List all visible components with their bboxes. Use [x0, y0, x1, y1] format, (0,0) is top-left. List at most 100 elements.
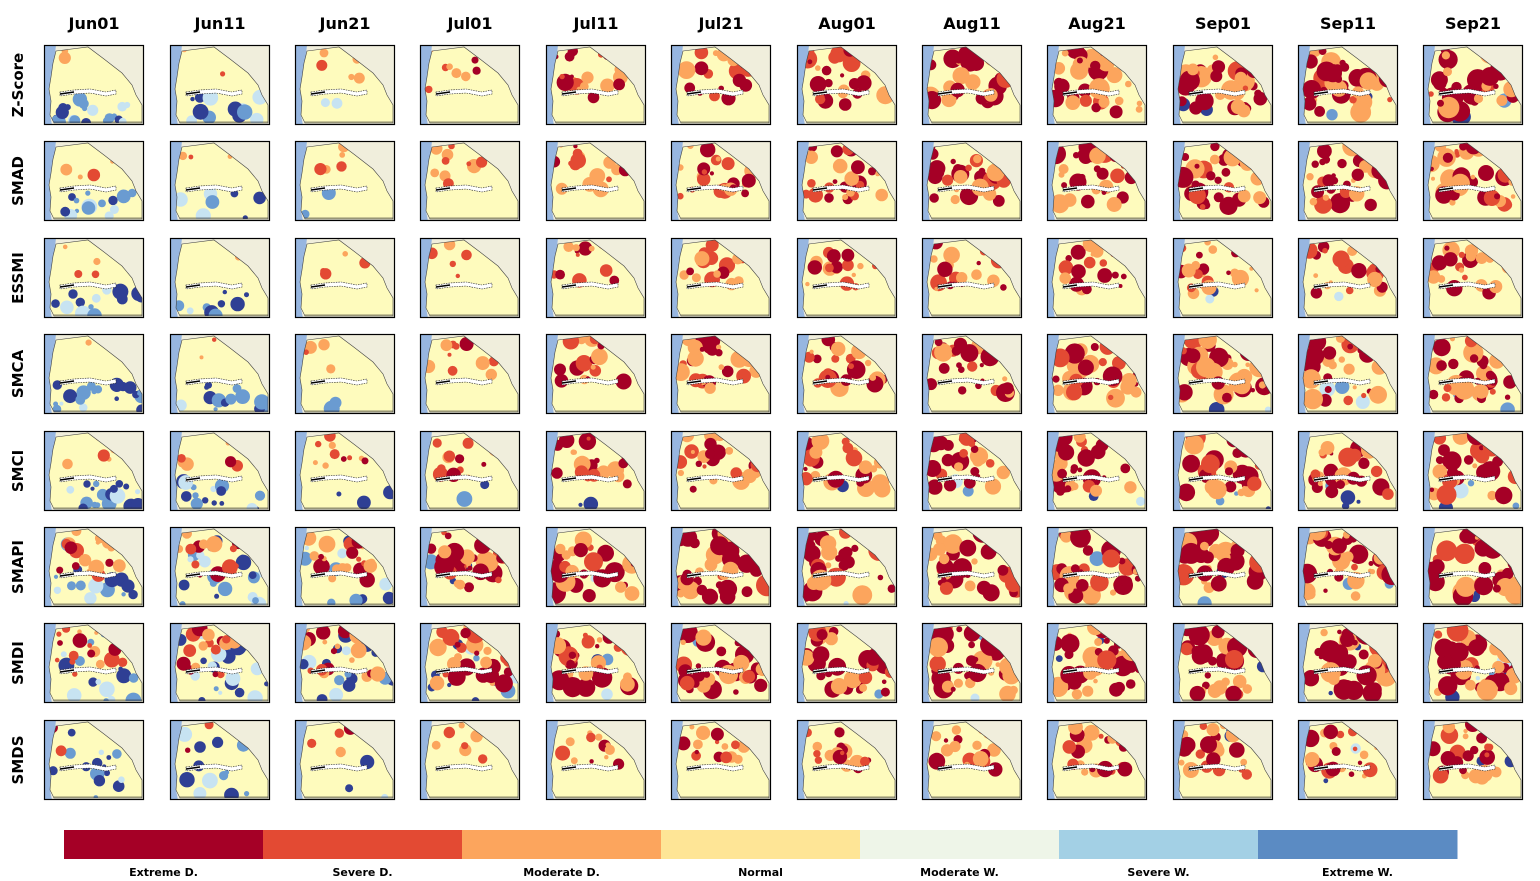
gambia-enclave	[1188, 666, 1246, 675]
dry-blob	[1052, 384, 1064, 396]
dry-blob	[733, 654, 750, 672]
wet-blob	[135, 489, 141, 495]
dry-blob	[336, 161, 347, 172]
dry-blob	[956, 626, 963, 633]
map-panel-z-score-sep01	[1172, 44, 1274, 126]
dry-blob	[1382, 488, 1394, 500]
dry-blob	[476, 156, 488, 168]
row-label-smca: SMCA	[9, 349, 27, 398]
wet-blob	[109, 484, 118, 493]
dry-blob	[1065, 255, 1072, 262]
dry-blob	[1253, 91, 1268, 106]
map-panel-smds-sep21	[1422, 719, 1524, 801]
dry-blob	[1319, 640, 1342, 662]
dry-blob	[677, 469, 684, 477]
dry-blob	[1339, 59, 1346, 66]
dry-blob	[1253, 191, 1267, 205]
gambia-enclave	[1313, 474, 1371, 483]
gambia-enclave	[1438, 474, 1496, 483]
panel-frame	[419, 44, 521, 126]
index-blobs	[1178, 336, 1271, 412]
wet-blob	[88, 677, 98, 687]
dry-blob	[1125, 80, 1132, 88]
gambia-river-mouth	[812, 187, 828, 191]
dry-blob	[715, 156, 721, 162]
row-label-smad: SMAD	[9, 156, 27, 206]
panel-frame	[545, 719, 647, 801]
dry-blob	[57, 640, 63, 646]
wet-blob	[1326, 109, 1338, 121]
dry-blob	[858, 670, 873, 685]
wet-blob	[123, 381, 137, 394]
dry-blob	[1370, 465, 1383, 478]
dry-blob	[1076, 579, 1089, 592]
dry-blob	[1431, 176, 1435, 181]
dry-blob	[1303, 80, 1322, 99]
panel-frame	[294, 719, 396, 801]
map-panel-essmi-aug21	[1046, 237, 1148, 319]
gambia-river-mouth	[1438, 573, 1454, 577]
dry-blob	[1306, 173, 1314, 181]
dry-blob	[1226, 270, 1231, 276]
wet-blob	[224, 769, 230, 775]
wet-blob	[336, 491, 342, 497]
dry-blob	[875, 188, 888, 202]
gambia-river-mouth	[1062, 573, 1078, 577]
gambia-river-mouth	[561, 187, 577, 191]
dry-blob	[741, 586, 753, 598]
map-panel-smad-aug11	[921, 140, 1023, 222]
dry-blob	[721, 157, 735, 171]
map-panel-smci-sep01	[1172, 430, 1274, 512]
map-panel-smci-sep11	[1297, 430, 1399, 512]
dry-blob	[949, 740, 961, 753]
map-panel-z-score-jun21	[294, 44, 396, 126]
map-panel-smds-jun11	[169, 719, 271, 801]
dry-blob	[1114, 96, 1124, 106]
dry-blob	[964, 580, 976, 592]
dry-blob	[1240, 758, 1248, 766]
map-panel-smdi-aug21	[1046, 622, 1148, 704]
dry-blob	[1317, 143, 1332, 159]
gambia-enclave	[561, 281, 619, 290]
index-blobs	[431, 722, 488, 764]
dry-blob	[869, 374, 877, 381]
map-panels	[43, 44, 1524, 801]
dry-blob	[615, 581, 627, 593]
wet-blob	[1328, 690, 1333, 696]
gambia-enclave	[561, 666, 619, 675]
dry-blob	[812, 354, 822, 364]
dry-blob	[1368, 391, 1375, 398]
map-panel-smad-jul01	[419, 140, 521, 222]
dry-blob	[1485, 370, 1495, 380]
wet-blob	[53, 574, 59, 579]
dry-blob	[312, 460, 318, 466]
wet-blob	[73, 197, 80, 204]
dry-blob	[581, 635, 595, 649]
dry-blob	[1322, 346, 1337, 360]
dry-blob	[1081, 768, 1089, 776]
wet-blob	[64, 747, 76, 759]
gambia-river-mouth	[1313, 766, 1329, 770]
dry-blob	[442, 628, 460, 646]
dry-blob	[58, 51, 71, 64]
dry-blob	[825, 263, 834, 273]
gambia-river-mouth	[1188, 380, 1204, 384]
dry-blob	[1208, 245, 1218, 254]
map-panel-smca-jun11	[169, 333, 271, 415]
wet-blob	[213, 686, 219, 692]
wet-blob	[99, 681, 115, 698]
dry-blob	[1214, 176, 1222, 184]
dry-blob	[705, 240, 719, 252]
dry-blob	[830, 260, 843, 274]
wet-blob	[1475, 676, 1480, 681]
dry-blob	[566, 659, 575, 669]
dry-blob	[695, 663, 702, 669]
dry-blob	[680, 639, 686, 645]
dry-blob	[363, 559, 378, 573]
panel-frame	[294, 333, 396, 415]
wet-blob	[108, 195, 118, 206]
dry-blob	[1178, 166, 1194, 188]
map-panel-smapi-sep11	[1297, 526, 1399, 608]
dry-blob	[429, 675, 445, 691]
dry-blob	[812, 741, 823, 752]
